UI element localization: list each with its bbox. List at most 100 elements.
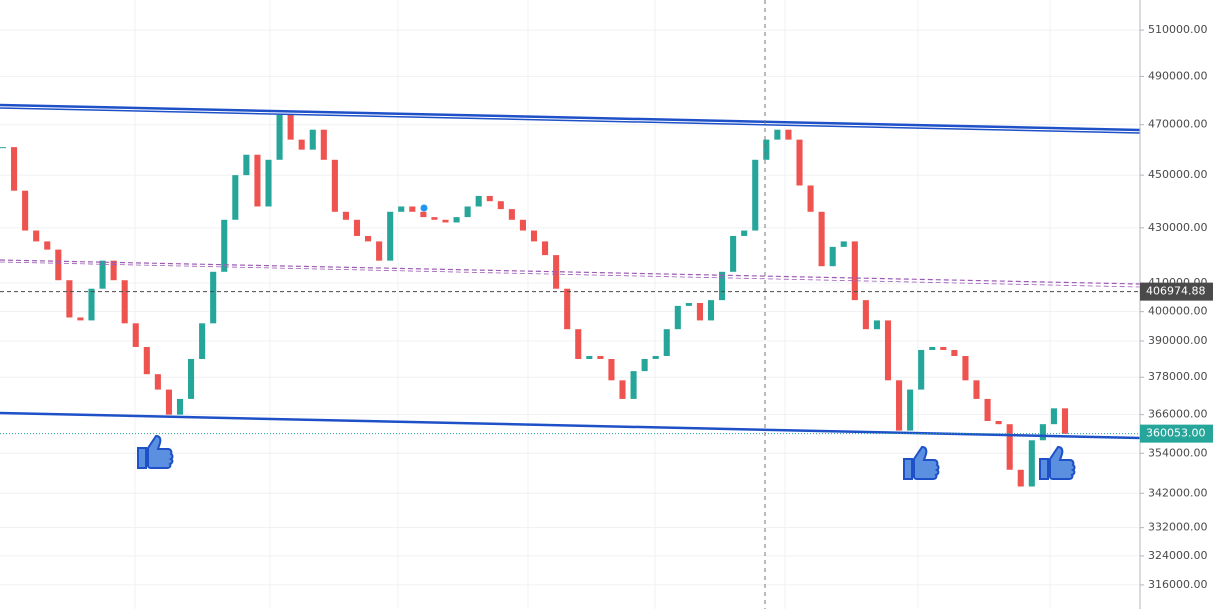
candle	[121, 280, 128, 324]
candle	[995, 420, 1002, 425]
thumbs-up-icon	[1039, 445, 1076, 480]
candle	[99, 260, 106, 289]
candle	[674, 305, 681, 330]
candle	[342, 211, 349, 220]
thumbs-up-icon	[137, 434, 174, 469]
candle	[1061, 408, 1069, 434]
dashed-trendline	[0, 261, 1141, 288]
drawings	[0, 0, 1141, 609]
candle	[1028, 440, 1035, 487]
y-tick-label: 490000.00	[1148, 69, 1208, 82]
y-tick-label: 366000.00	[1148, 408, 1208, 421]
candle	[276, 114, 283, 160]
grid	[0, 0, 1140, 609]
candle	[33, 230, 40, 242]
candle	[320, 129, 327, 160]
candle	[1050, 408, 1057, 425]
candle	[818, 211, 825, 267]
candle	[1017, 469, 1024, 487]
candle	[1006, 424, 1013, 470]
candle	[508, 209, 515, 220]
candle	[752, 159, 759, 231]
candle	[287, 114, 294, 140]
candle	[66, 280, 73, 318]
candle	[475, 195, 482, 207]
candle	[453, 217, 460, 223]
candle	[984, 398, 991, 421]
candle	[497, 201, 504, 210]
price-label-bg	[1140, 282, 1213, 301]
candle	[88, 288, 95, 321]
candle	[896, 380, 903, 431]
candle	[387, 211, 394, 261]
price-axis	[1140, 0, 1213, 609]
candle	[442, 219, 449, 223]
candle	[774, 129, 781, 140]
candle	[619, 380, 626, 399]
candle	[962, 355, 969, 381]
candle	[542, 241, 549, 256]
marker	[420, 204, 428, 212]
price-label-bg	[1140, 424, 1213, 443]
y-tick-label: 510000.00	[1148, 23, 1208, 36]
candle	[829, 246, 836, 267]
candle	[564, 288, 571, 330]
trendline	[0, 103, 1141, 132]
candle	[519, 219, 526, 231]
candle	[210, 271, 217, 324]
candle	[376, 241, 383, 261]
candle	[199, 323, 206, 359]
trendline	[0, 107, 1141, 134]
candle	[663, 329, 670, 356]
candle	[929, 346, 936, 350]
y-tick-label: 470000.00	[1148, 118, 1208, 131]
candle	[862, 300, 869, 330]
candle	[730, 235, 737, 272]
candle	[597, 355, 604, 359]
price-label: 406974.88	[1146, 285, 1206, 298]
candle	[851, 241, 858, 301]
candle	[110, 260, 117, 281]
candle	[741, 230, 748, 236]
candle	[188, 358, 195, 399]
y-tick-label: 400000.00	[1148, 305, 1208, 318]
y-tick-label: 430000.00	[1148, 221, 1208, 234]
y-tick-label: 378000.00	[1148, 370, 1208, 383]
candle	[254, 154, 261, 207]
candle	[785, 129, 792, 140]
candle	[353, 219, 361, 236]
candle	[154, 374, 161, 390]
candle	[873, 320, 880, 330]
candle	[840, 241, 847, 247]
candle	[807, 185, 814, 212]
candle	[884, 320, 892, 381]
candle	[221, 219, 228, 272]
candle	[243, 154, 250, 176]
candle	[464, 206, 471, 218]
candle	[409, 206, 416, 212]
y-tick-label: 316000.00	[1148, 578, 1208, 591]
candle	[630, 371, 637, 399]
y-tick-label: 324000.00	[1148, 549, 1208, 562]
dashed-trendline	[0, 259, 1141, 285]
candle	[608, 358, 615, 381]
candle	[44, 241, 51, 250]
y-tick-label: 450000.00	[1148, 168, 1208, 181]
price-label: 360053.00	[1146, 427, 1206, 440]
candle	[707, 300, 715, 321]
candle	[685, 303, 692, 306]
candle	[575, 329, 582, 359]
candle	[132, 323, 139, 347]
candle	[951, 349, 958, 356]
candle	[0, 147, 7, 149]
candle	[486, 195, 493, 202]
y-tick-label: 342000.00	[1148, 486, 1208, 499]
candle	[77, 317, 84, 321]
candle	[796, 139, 803, 186]
candle	[641, 358, 648, 372]
candle	[55, 249, 62, 281]
trendline	[0, 411, 1141, 440]
thumbs-up-icon	[903, 445, 940, 480]
candle	[298, 139, 305, 150]
